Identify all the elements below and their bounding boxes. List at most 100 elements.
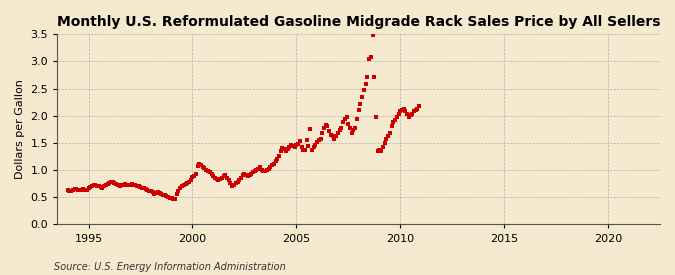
Point [409,109,420,114]
Point [352,116,362,121]
Point [208,174,219,178]
Point [111,182,122,186]
Point [292,141,303,146]
Point [194,161,205,166]
Point [118,183,129,187]
Point [310,142,321,147]
Point [182,181,192,185]
Point [80,188,90,192]
Point [334,128,345,133]
Point [342,115,352,119]
Point [400,109,411,114]
Point [329,136,340,141]
Point [377,145,388,150]
Point [376,149,387,153]
Point [385,131,396,135]
Point [414,104,425,108]
Point [156,192,167,196]
Point [74,188,85,192]
Point [73,188,84,192]
Point [362,75,373,79]
Point [322,124,333,128]
Point [301,138,312,142]
Point [303,144,314,148]
Point [381,136,392,141]
Point [392,115,402,119]
Point [244,173,255,177]
Point [151,191,161,195]
Point [358,87,369,92]
Point [327,134,338,139]
Point [346,131,357,135]
Point [230,181,241,185]
Point [340,116,350,121]
Text: Source: U.S. Energy Information Administration: Source: U.S. Energy Information Administ… [54,262,286,272]
Point [68,188,78,192]
Point [355,102,366,106]
Point [373,149,383,153]
Point [275,148,286,153]
Point [405,113,416,117]
Point [157,192,168,197]
Point [107,179,118,184]
Point [234,178,244,183]
Point [290,145,300,149]
Point [76,188,87,192]
Point [232,179,243,184]
Point [189,173,200,178]
Point [97,185,108,190]
Point [254,165,265,169]
Point [86,184,97,188]
Point [104,181,115,185]
Point [171,192,182,196]
Point [109,180,120,185]
Point [260,169,271,174]
Point [78,187,88,191]
Point [277,146,288,150]
Point [296,145,307,150]
Point [83,186,94,190]
Point [256,167,267,172]
Point [218,174,229,178]
Point [170,197,181,202]
Point [201,167,212,172]
Point [202,169,213,173]
Point [102,182,113,186]
Point [261,167,272,172]
Point [99,184,109,189]
Point [213,178,224,183]
Point [116,183,127,188]
Point [62,188,73,192]
Point [407,112,418,116]
Point [369,75,379,79]
Point [180,182,191,186]
Point [265,165,276,169]
Point [249,169,260,173]
Point [282,147,293,151]
Point [140,186,151,191]
Point [263,166,274,171]
Point [123,183,134,188]
Point [192,164,203,168]
Point [374,147,385,152]
Point [113,183,124,187]
Point [388,120,399,125]
Point [343,122,354,126]
Point [286,143,296,147]
Point [269,162,279,166]
Point [196,163,207,167]
Point [338,120,348,125]
Point [324,129,335,133]
Point [69,187,80,191]
Point [163,195,173,199]
Point [135,185,146,189]
Point [147,190,158,195]
Point [393,112,404,116]
Point [386,123,397,128]
Point [92,184,103,188]
Point [306,147,317,152]
Point [225,181,236,185]
Point [206,172,217,176]
Point [168,197,179,201]
Point [333,131,344,135]
